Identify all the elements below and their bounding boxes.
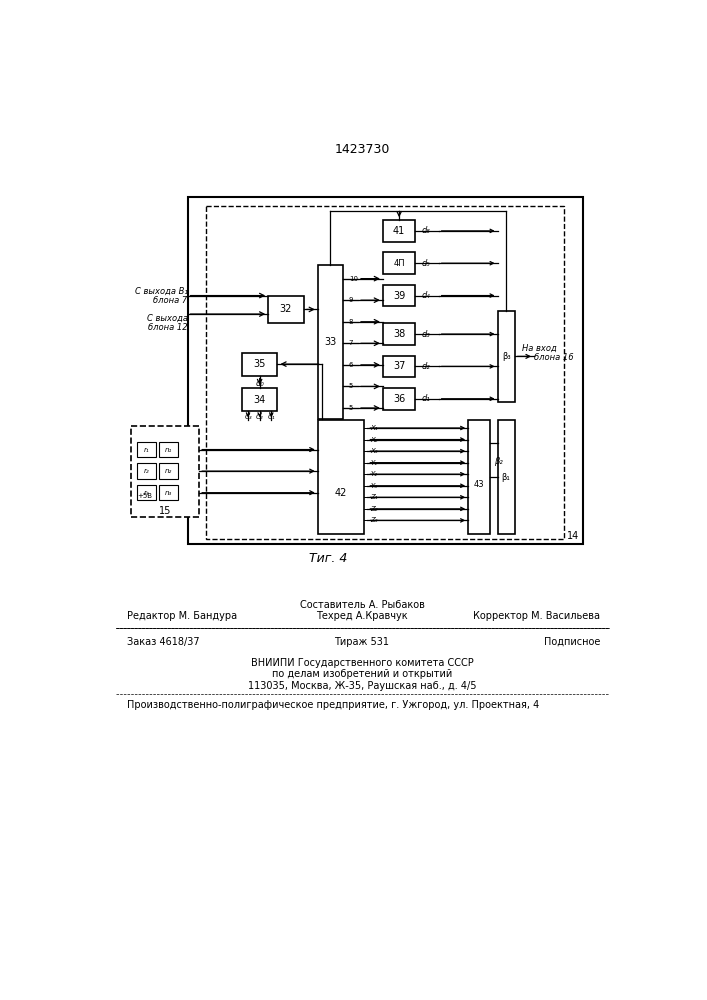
Text: C₃: C₃	[244, 414, 252, 420]
Bar	[317, 265, 343, 419]
Text: С выхода В₁: С выхода В₁	[135, 286, 187, 295]
Bar	[159, 442, 177, 457]
Text: 43: 43	[474, 480, 484, 489]
Bar	[317, 420, 364, 534]
Text: 39: 39	[393, 291, 405, 301]
Bar	[131, 426, 199, 517]
Text: 6: 6	[349, 362, 354, 368]
Text: 35: 35	[254, 359, 266, 369]
Bar	[498, 311, 515, 402]
Text: Производственно-полиграфическое предприятие, г. Ужгород, ул. Проектная, 4: Производственно-полиграфическое предприя…	[127, 700, 539, 710]
Text: n₃: n₃	[165, 490, 172, 496]
Text: d₄: d₄	[421, 291, 431, 300]
Text: Заказ 4618/37: Заказ 4618/37	[127, 637, 200, 647]
Text: Y₂: Y₂	[370, 471, 378, 477]
Text: 32: 32	[280, 304, 292, 314]
Bar	[383, 356, 416, 377]
Text: Подписное: Подписное	[544, 637, 600, 647]
Bar	[137, 485, 156, 500]
Text: C₁: C₁	[267, 414, 275, 420]
Text: Редактор М. Бандура: Редактор М. Бандура	[127, 611, 238, 621]
Bar	[242, 353, 277, 376]
Text: 14: 14	[568, 531, 580, 541]
Text: На вход: На вход	[522, 343, 557, 352]
Text: блона 12: блона 12	[148, 323, 187, 332]
Text: β₂: β₂	[493, 457, 503, 466]
Text: d₅: d₅	[421, 259, 431, 268]
Text: Составитель А. Рыбаков: Составитель А. Рыбаков	[300, 600, 424, 610]
Text: С выхода: С выхода	[146, 314, 187, 323]
Bar	[498, 420, 515, 534]
Bar	[383, 252, 416, 274]
Bar	[206, 206, 564, 539]
Bar	[383, 323, 416, 345]
Text: Z₂: Z₂	[370, 506, 378, 512]
Text: по делам изобретений и открытий: по делам изобретений и открытий	[271, 669, 452, 679]
Text: Тираж 531: Тираж 531	[334, 637, 390, 647]
Bar	[383, 388, 416, 410]
Bar	[468, 420, 490, 534]
Text: 42: 42	[335, 488, 347, 498]
Text: X₃: X₃	[370, 448, 378, 454]
Text: 38: 38	[393, 329, 405, 339]
Text: ВНИИПИ Государственного комитета СССР: ВНИИПИ Государственного комитета СССР	[250, 658, 473, 668]
Text: 37: 37	[393, 361, 405, 371]
Text: d₃: d₃	[421, 330, 431, 339]
Text: n₁: n₁	[165, 447, 172, 453]
Bar	[159, 485, 177, 500]
Text: Z₁: Z₁	[370, 494, 378, 500]
Text: 113035, Москва, Ж-35, Раушская наб., д. 4/5: 113035, Москва, Ж-35, Раушская наб., д. …	[247, 681, 477, 691]
Text: блона 16: блона 16	[534, 353, 573, 362]
Text: 41: 41	[393, 226, 405, 236]
Text: Τиг. 4: Τиг. 4	[310, 552, 348, 565]
Text: 10: 10	[349, 276, 358, 282]
Text: d₀: d₀	[255, 379, 264, 388]
Text: блона 7: блона 7	[153, 296, 187, 305]
Text: 34: 34	[254, 395, 266, 405]
Text: 36: 36	[393, 394, 405, 404]
Text: d₁: d₁	[421, 394, 431, 403]
Text: 33: 33	[324, 337, 337, 347]
Text: X₂: X₂	[370, 437, 378, 443]
Bar	[159, 463, 177, 479]
Bar	[137, 463, 156, 479]
Text: 1423730: 1423730	[334, 143, 390, 156]
Text: C₂: C₂	[256, 414, 264, 420]
Bar	[187, 197, 583, 544]
Text: 4П: 4П	[393, 259, 405, 268]
Text: n₂: n₂	[165, 468, 172, 474]
Text: 5: 5	[349, 405, 354, 411]
Bar	[383, 220, 416, 242]
Text: 5: 5	[349, 383, 354, 389]
Text: 7: 7	[349, 340, 354, 346]
Text: Техред А.Кравчук: Техред А.Кравчук	[316, 611, 408, 621]
Bar	[383, 285, 416, 306]
Text: d₈: d₈	[421, 226, 431, 235]
Text: 9: 9	[349, 297, 354, 303]
Text: Y₃: Y₃	[370, 483, 378, 489]
Bar	[268, 296, 304, 323]
Text: +5В: +5В	[137, 493, 153, 499]
Bar	[242, 388, 277, 411]
Text: 8: 8	[349, 319, 354, 325]
Text: r₁: r₁	[144, 447, 149, 453]
Text: Y₁: Y₁	[370, 460, 378, 466]
Bar	[137, 442, 156, 457]
Text: d₂: d₂	[421, 362, 431, 371]
Text: β₃: β₃	[502, 352, 510, 361]
Text: 15: 15	[159, 506, 171, 516]
Text: r₂: r₂	[144, 468, 149, 474]
Text: β₁: β₁	[502, 473, 510, 482]
Text: Z₃: Z₃	[370, 517, 378, 523]
Text: Корректор М. Васильева: Корректор М. Васильева	[473, 611, 600, 621]
Text: X₁: X₁	[370, 425, 378, 431]
Text: r₃: r₃	[144, 490, 149, 496]
